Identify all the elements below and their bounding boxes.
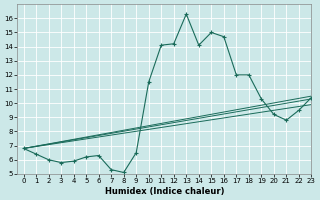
X-axis label: Humidex (Indice chaleur): Humidex (Indice chaleur) bbox=[105, 187, 224, 196]
